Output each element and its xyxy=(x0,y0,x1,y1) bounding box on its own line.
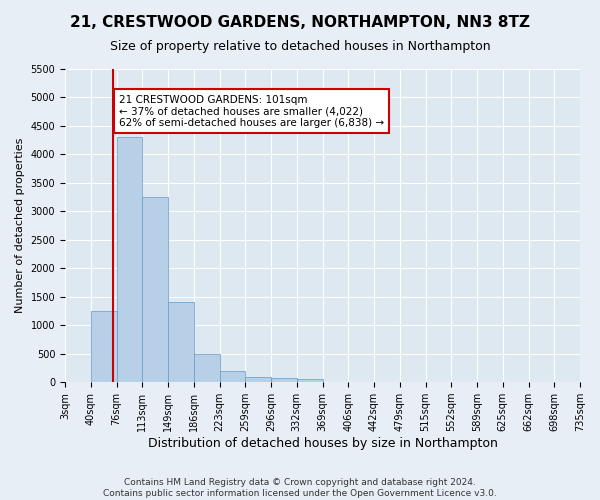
Bar xyxy=(168,302,194,382)
Bar xyxy=(271,378,297,382)
Text: 21, CRESTWOOD GARDENS, NORTHAMPTON, NN3 8TZ: 21, CRESTWOOD GARDENS, NORTHAMPTON, NN3 … xyxy=(70,15,530,30)
X-axis label: Distribution of detached houses by size in Northampton: Distribution of detached houses by size … xyxy=(148,437,497,450)
Text: Contains HM Land Registry data © Crown copyright and database right 2024.
Contai: Contains HM Land Registry data © Crown c… xyxy=(103,478,497,498)
Text: Size of property relative to detached houses in Northampton: Size of property relative to detached ho… xyxy=(110,40,490,53)
Bar xyxy=(194,354,220,382)
Text: 21 CRESTWOOD GARDENS: 101sqm
← 37% of detached houses are smaller (4,022)
62% of: 21 CRESTWOOD GARDENS: 101sqm ← 37% of de… xyxy=(119,94,384,128)
Bar xyxy=(142,197,168,382)
Bar xyxy=(91,311,116,382)
Bar xyxy=(245,376,271,382)
Bar xyxy=(297,379,323,382)
Y-axis label: Number of detached properties: Number of detached properties xyxy=(15,138,25,314)
Bar xyxy=(220,371,245,382)
Bar xyxy=(116,138,142,382)
